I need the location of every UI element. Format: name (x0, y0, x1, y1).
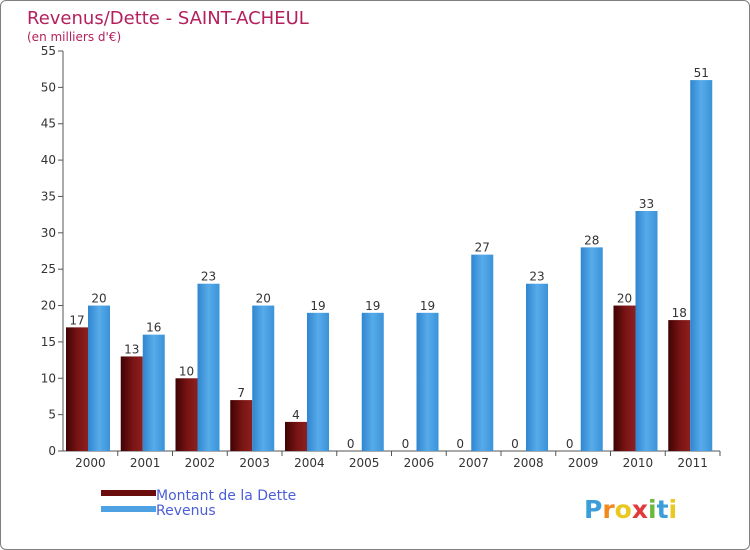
y-tick-label: 55 (41, 44, 56, 58)
bar-revenus-2004 (307, 312, 329, 451)
bar-dette-2010 (613, 305, 636, 451)
label-dette-2009: 0 (566, 437, 574, 451)
bar-dette-2011 (668, 320, 691, 451)
x-tick-label: 2008 (513, 456, 544, 470)
proxiti-logo: Proxiti (584, 495, 677, 524)
legend: Montant de la Dette Revenus (101, 488, 296, 519)
label-revenus-2002: 23 (201, 270, 216, 284)
x-tick-label: 2002 (185, 456, 216, 470)
label-dette-2005: 0 (347, 437, 355, 451)
y-tick-label: 35 (41, 189, 56, 203)
label-revenus-2011: 51 (694, 66, 709, 80)
bar-revenus-2005 (361, 312, 384, 451)
label-dette-2004: 4 (292, 408, 300, 422)
y-tick-label: 30 (41, 226, 56, 240)
label-dette-2008: 0 (511, 437, 519, 451)
y-tick-label: 15 (41, 335, 56, 349)
label-dette-2003: 7 (237, 386, 245, 400)
label-revenus-2000: 20 (91, 292, 106, 306)
x-tick-label: 2010 (623, 456, 654, 470)
label-revenus-2001: 16 (146, 321, 161, 335)
y-tick-label: 50 (41, 80, 56, 94)
label-revenus-2006: 19 (420, 299, 435, 313)
data-labels: 17 20 13 16 10 23 7 20 4 19 0 19 0 19 0 27 0 23 0 28 20 33 18 5… (69, 66, 709, 451)
bar-revenus-2000 (88, 305, 110, 451)
bar-revenus-2002 (197, 283, 220, 451)
bar-dette-2002 (175, 378, 198, 451)
x-tick-label: 2006 (404, 456, 435, 470)
chart-title: Revenus/Dette - SAINT-ACHEUL (27, 8, 309, 29)
legend-swatch-dette (101, 490, 156, 496)
bars (66, 80, 713, 451)
label-revenus-2007: 27 (475, 241, 490, 255)
bar-revenus-2008 (526, 283, 548, 451)
x-tick-label: 2001 (130, 456, 161, 470)
bar-revenus-2011 (690, 80, 713, 451)
y-tick-label: 25 (41, 262, 56, 276)
bar-revenus-2003 (252, 305, 275, 451)
bar-revenus-2009 (580, 247, 603, 451)
label-dette-2002: 10 (179, 364, 194, 378)
x-tick-label: 2005 (349, 456, 380, 470)
y-tick-label: 0 (48, 444, 56, 458)
legend-label-revenus: Revenus (156, 503, 216, 519)
y-tick-label: 40 (41, 153, 56, 167)
bar-revenus-2010 (635, 211, 658, 451)
label-revenus-2005: 19 (365, 299, 380, 313)
legend-swatch-revenus (101, 506, 156, 512)
chart-subtitle: (en milliers d'€) (27, 30, 121, 44)
label-dette-2006: 0 (402, 437, 410, 451)
proxiti-logo-text: Proxiti (584, 495, 677, 524)
x-tick-label: 2011 (677, 456, 708, 470)
label-revenus-2008: 23 (529, 270, 544, 284)
label-dette-2007: 0 (456, 437, 464, 451)
bar-dette-2000 (66, 327, 88, 451)
y-tick-label: 45 (41, 117, 56, 131)
x-tick-label: 2004 (294, 456, 325, 470)
bar-dette-2001 (120, 356, 143, 451)
label-dette-2000: 17 (69, 313, 84, 327)
x-tick-label: 2003 (239, 456, 270, 470)
label-revenus-2003: 20 (256, 292, 271, 306)
bar-dette-2003 (230, 400, 253, 451)
x-tick-label: 2007 (458, 456, 489, 470)
x-tick-label: 2009 (568, 456, 599, 470)
label-dette-2011: 18 (672, 306, 687, 320)
label-revenus-2009: 28 (584, 233, 599, 247)
label-revenus-2010: 33 (639, 197, 654, 211)
bar-revenus-2001 (142, 334, 165, 451)
bar-dette-2004 (285, 421, 307, 451)
y-tick-label: 5 (48, 408, 56, 422)
label-revenus-2004: 19 (310, 299, 325, 313)
bar-revenus-2007 (471, 254, 494, 451)
y-tick-label: 10 (41, 371, 56, 385)
label-dette-2001: 13 (124, 342, 139, 356)
legend-label-dette: Montant de la Dette (156, 488, 296, 504)
label-dette-2010: 20 (617, 292, 632, 306)
bar-revenus-2006 (416, 312, 439, 451)
y-tick-label: 20 (41, 299, 56, 313)
x-tick-label: 2000 (75, 456, 106, 470)
